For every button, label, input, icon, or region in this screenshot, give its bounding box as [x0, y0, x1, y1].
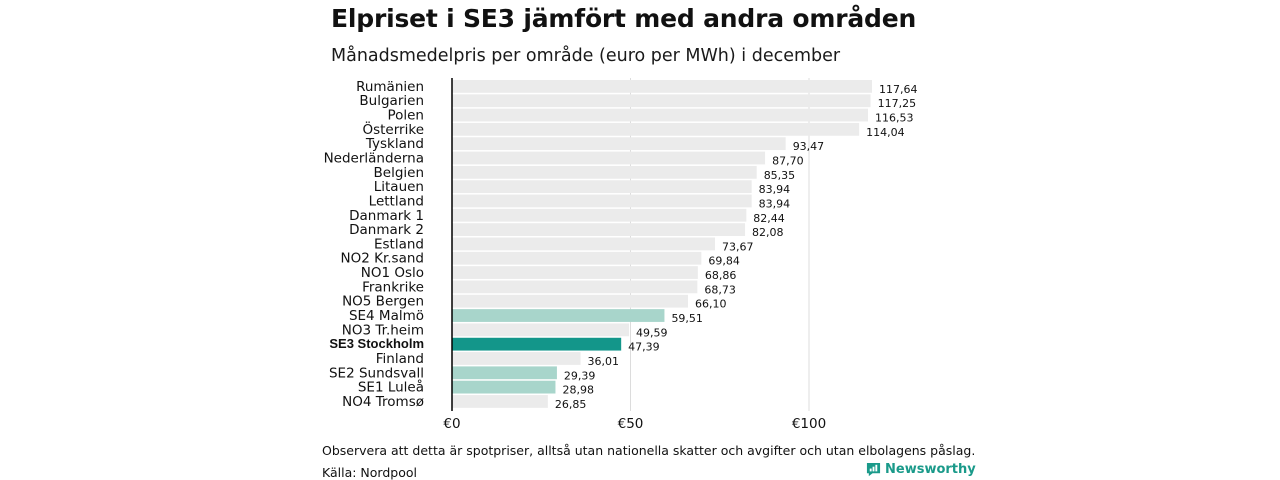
value-label: 59,51	[671, 312, 703, 325]
bar	[452, 180, 752, 194]
value-label: 93,47	[793, 140, 825, 153]
value-label: 68,73	[704, 283, 736, 296]
bar	[452, 165, 757, 179]
category-label: NO1 Oslo	[361, 265, 424, 281]
category-label: Danmark 1	[349, 208, 424, 224]
bar	[452, 208, 747, 222]
bar	[452, 223, 746, 236]
value-label: 29,39	[564, 369, 596, 382]
category-label: SE2 Sundsvall	[329, 365, 424, 381]
value-label: 26,85	[555, 398, 587, 411]
bar	[452, 309, 665, 322]
value-label: 49,59	[636, 326, 668, 339]
category-label: Finland	[376, 351, 424, 367]
x-tick-label: €100	[792, 416, 826, 430]
value-label: 87,70	[772, 155, 804, 168]
value-label: 69,84	[708, 255, 740, 268]
bar	[452, 151, 766, 165]
bar	[452, 108, 869, 122]
bar	[452, 323, 630, 337]
category-label: Danmark 2	[349, 222, 424, 238]
value-label: 82,08	[752, 226, 784, 239]
newsworthy-logo-icon	[866, 462, 881, 477]
category-label: Estland	[374, 236, 424, 252]
bar	[452, 337, 622, 351]
value-label: 114,04	[866, 126, 905, 139]
category-label: NO4 Tromsø	[342, 394, 424, 410]
bar	[452, 395, 548, 408]
value-label: 28,98	[562, 384, 594, 397]
bar	[452, 94, 871, 108]
chart-title: Elpriset i SE3 jämfört med andra områden	[331, 4, 917, 33]
value-label: 47,39	[628, 341, 660, 354]
category-label: Lettland	[369, 193, 424, 209]
bar	[452, 352, 581, 365]
value-label: 68,86	[705, 269, 737, 282]
chart-subtitle: Månadsmedelpris per område (euro per MWh…	[331, 46, 841, 66]
category-label: NO3 Tr.heim	[342, 322, 424, 338]
category-label: Rumänien	[356, 79, 424, 95]
category-label: Österrike	[362, 120, 424, 138]
bar-chart: Rumänien 117,64 Bulgarien 117,25 Polen 116,53…	[324, 78, 918, 430]
category-label: Nederländerna	[324, 151, 424, 167]
category-label: Litauen	[374, 179, 424, 195]
category-label: NO2 Kr.sand	[341, 251, 425, 267]
x-tick-label: €50	[618, 416, 644, 430]
value-label: 82,44	[753, 212, 785, 225]
bar	[452, 137, 786, 151]
bar	[452, 266, 698, 279]
bar	[452, 366, 557, 380]
bar	[452, 194, 752, 208]
category-label: Bulgarien	[359, 93, 424, 109]
bar	[452, 280, 698, 294]
bar	[452, 294, 688, 308]
x-tick-label: €0	[443, 416, 460, 430]
category-label: Tyskland	[365, 136, 424, 152]
value-label: 117,25	[878, 97, 917, 110]
value-label: 83,94	[759, 183, 791, 196]
source-label: Källa: Nordpool	[322, 465, 417, 480]
brand-name: Newsworthy	[885, 462, 976, 477]
category-label: Polen	[387, 108, 424, 124]
value-label: 117,64	[879, 83, 918, 96]
category-label: SE4 Malmö	[349, 308, 424, 324]
footnote: Observera att detta är spotpriser, allts…	[322, 443, 976, 458]
category-label: NO5 Bergen	[342, 294, 424, 310]
brand-logo[interactable]: Newsworthy	[866, 462, 976, 477]
value-label: 85,35	[764, 169, 796, 182]
bar	[452, 380, 556, 394]
value-label: 66,10	[695, 298, 727, 311]
bar	[452, 122, 860, 136]
category-label: SE3 Stockholm	[329, 336, 424, 351]
value-label: 36,01	[588, 355, 620, 368]
bar	[452, 251, 702, 265]
category-label: Frankrike	[362, 279, 424, 295]
bar	[452, 80, 872, 93]
category-label: SE1 Luleå	[358, 379, 424, 396]
value-label: 116,53	[875, 112, 914, 125]
value-label: 73,67	[722, 240, 754, 253]
value-label: 83,94	[759, 197, 791, 210]
bar	[452, 237, 716, 251]
category-label: Belgien	[374, 165, 425, 181]
